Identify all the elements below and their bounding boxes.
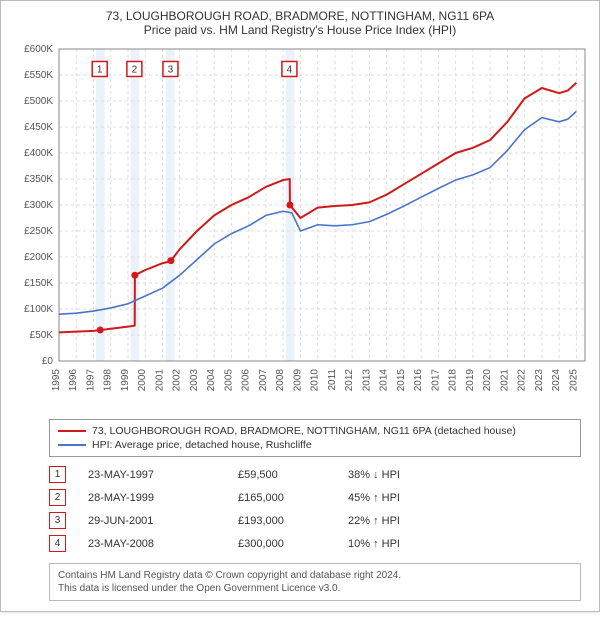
svg-text:2018: 2018	[448, 369, 459, 392]
svg-text:2002: 2002	[172, 369, 183, 392]
legend-label: 73, LOUGHBOROUGH ROAD, BRADMORE, NOTTING…	[92, 425, 516, 437]
title-address: 73, LOUGHBOROUGH ROAD, BRADMORE, NOTTING…	[9, 9, 591, 23]
svg-text:£250K: £250K	[24, 226, 53, 237]
sale-marker: 2	[49, 489, 66, 506]
svg-text:4: 4	[287, 64, 293, 75]
svg-text:1999: 1999	[120, 369, 131, 392]
svg-text:2004: 2004	[206, 369, 217, 392]
svg-text:£200K: £200K	[24, 252, 53, 263]
svg-text:2000: 2000	[137, 369, 148, 392]
svg-text:3: 3	[168, 64, 174, 75]
sale-row: 3 29-JUN-2001£193,00022% ↑ HPI	[49, 509, 581, 532]
sale-marker: 4	[49, 535, 66, 552]
svg-text:2006: 2006	[241, 369, 252, 392]
svg-text:2012: 2012	[344, 369, 355, 392]
legend-swatch	[58, 444, 86, 446]
svg-text:2025: 2025	[568, 369, 579, 392]
svg-text:2005: 2005	[223, 369, 234, 392]
sale-delta: 10% ↑ HPI	[348, 538, 458, 550]
svg-text:2007: 2007	[258, 369, 269, 392]
svg-text:£150K: £150K	[24, 278, 53, 289]
svg-text:£450K: £450K	[24, 122, 53, 133]
svg-text:£100K: £100K	[24, 304, 53, 315]
svg-text:2016: 2016	[413, 369, 424, 392]
svg-text:2010: 2010	[310, 369, 321, 392]
title-subtitle: Price paid vs. HM Land Registry's House …	[9, 23, 591, 37]
svg-text:£550K: £550K	[24, 70, 53, 81]
svg-text:2023: 2023	[534, 369, 545, 392]
footer-line2: This data is licensed under the Open Gov…	[58, 582, 572, 595]
sale-price: £300,000	[238, 538, 348, 550]
sale-delta: 38% ↓ HPI	[348, 469, 458, 481]
svg-text:1997: 1997	[85, 369, 96, 392]
footer-attribution: Contains HM Land Registry data © Crown c…	[49, 563, 581, 601]
svg-text:£500K: £500K	[24, 96, 53, 107]
sale-price: £165,000	[238, 492, 348, 504]
sale-row: 1 23-MAY-1997£59,50038% ↓ HPI	[49, 463, 581, 486]
sale-price: £193,000	[238, 515, 348, 527]
svg-text:2014: 2014	[379, 369, 390, 392]
svg-text:2019: 2019	[465, 369, 476, 392]
line-chart-svg: £0 £50K £100K £150K £200K £250K £300K £350K £400…	[9, 41, 593, 411]
sale-price: £59,500	[238, 469, 348, 481]
sale-delta: 45% ↑ HPI	[348, 492, 458, 504]
footer-line1: Contains HM Land Registry data © Crown c…	[58, 569, 572, 582]
chart-area: £0 £50K £100K £150K £200K £250K £300K £350K £400…	[9, 41, 593, 411]
sale-marker: 1	[49, 466, 66, 483]
svg-text:2003: 2003	[189, 369, 200, 392]
svg-text:2022: 2022	[517, 369, 528, 392]
legend-row: HPI: Average price, detached house, Rush…	[58, 438, 572, 452]
svg-text:2008: 2008	[275, 369, 286, 392]
svg-text:2020: 2020	[482, 369, 493, 392]
svg-text:2015: 2015	[396, 369, 407, 392]
sale-row: 4 23-MAY-2008£300,00010% ↑ HPI	[49, 532, 581, 555]
svg-text:2009: 2009	[292, 369, 303, 392]
sales-table: 1 23-MAY-1997£59,50038% ↓ HPI 2 28-MAY-1999…	[49, 463, 581, 555]
svg-text:£50K: £50K	[30, 330, 54, 341]
sale-date: 29-JUN-2001	[88, 515, 238, 527]
svg-text:2017: 2017	[430, 369, 441, 392]
svg-text:£400K: £400K	[24, 148, 53, 159]
sale-row: 2 28-MAY-1999£165,00045% ↑ HPI	[49, 486, 581, 509]
sale-date: 23-MAY-1997	[88, 469, 238, 481]
svg-text:£0: £0	[42, 356, 54, 367]
svg-text:2: 2	[132, 64, 138, 75]
svg-text:1998: 1998	[103, 369, 114, 392]
svg-text:1995: 1995	[51, 369, 62, 392]
sale-date: 28-MAY-1999	[88, 492, 238, 504]
svg-text:2013: 2013	[361, 369, 372, 392]
svg-text:£600K: £600K	[24, 44, 53, 55]
legend-label: HPI: Average price, detached house, Rush…	[92, 439, 312, 451]
svg-text:2021: 2021	[499, 369, 510, 392]
sale-marker: 3	[49, 512, 66, 529]
chart-container: 73, LOUGHBOROUGH ROAD, BRADMORE, NOTTING…	[0, 0, 600, 612]
legend-swatch	[58, 430, 86, 432]
svg-text:£300K: £300K	[24, 200, 53, 211]
svg-text:2001: 2001	[154, 369, 165, 392]
svg-text:2011: 2011	[327, 369, 338, 391]
sale-delta: 22% ↑ HPI	[348, 515, 458, 527]
svg-text:2024: 2024	[551, 369, 562, 392]
sale-date: 23-MAY-2008	[88, 538, 238, 550]
legend: 73, LOUGHBOROUGH ROAD, BRADMORE, NOTTING…	[49, 419, 581, 457]
svg-text:1: 1	[97, 64, 103, 75]
legend-row: 73, LOUGHBOROUGH ROAD, BRADMORE, NOTTING…	[58, 424, 572, 438]
svg-text:£350K: £350K	[24, 174, 53, 185]
svg-text:1996: 1996	[68, 369, 79, 392]
